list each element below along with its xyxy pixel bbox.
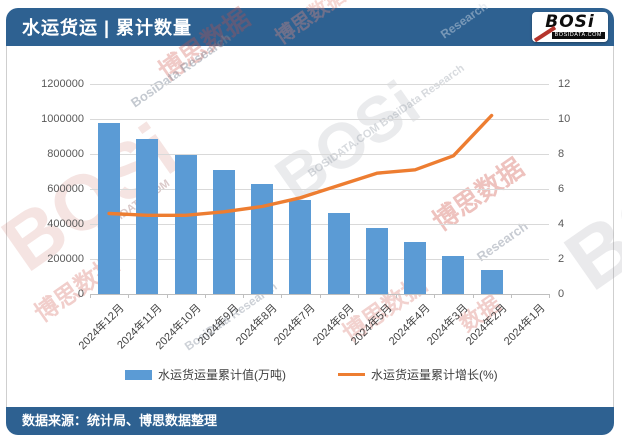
legend-item-cumulative-value: 水运货运量累计值(万吨) bbox=[125, 366, 286, 383]
legend-item-cumulative-growth: 水运货运量累计增长(%) bbox=[338, 366, 498, 383]
bosi-logo-text: BOSi bbox=[545, 12, 595, 32]
chart-body bbox=[6, 46, 614, 407]
footer-bar: 数据来源：统计局、博思数据整理 bbox=[6, 407, 614, 435]
data-source-text: 数据来源：统计局、博思数据整理 bbox=[22, 413, 218, 428]
legend-label-bar: 水运货运量累计值(万吨) bbox=[158, 368, 286, 382]
bosi-logo: BOSi BOSIDATA.COM bbox=[532, 12, 608, 42]
bosi-logo-domain: BOSIDATA.COM bbox=[551, 32, 605, 39]
bar-series-swatch bbox=[125, 369, 152, 380]
legend-label-line: 水运货运量累计增长(%) bbox=[371, 368, 498, 382]
page-title: 水运货运 | 累计数量 bbox=[22, 18, 193, 38]
line-series-swatch bbox=[338, 372, 365, 377]
header-bar: 水运货运 | 累计数量 BOSi BOSIDATA.COM bbox=[6, 8, 614, 46]
